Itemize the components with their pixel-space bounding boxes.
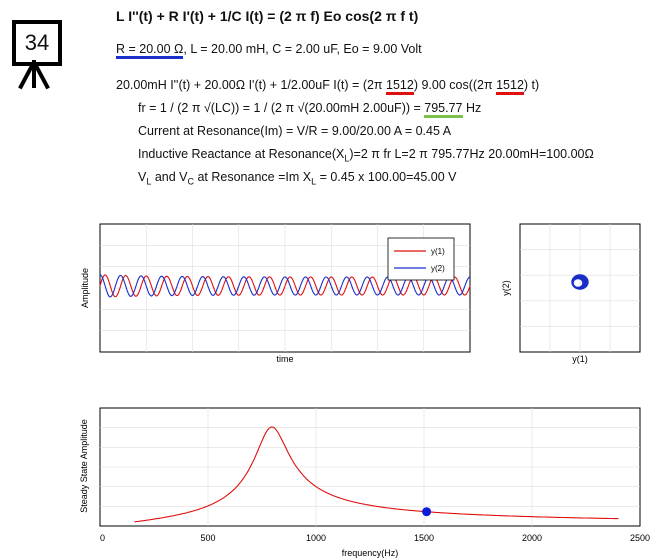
freq-response-curve — [134, 426, 619, 523]
v-text-a: V — [138, 170, 147, 184]
legend-label-y2: y(2) — [431, 264, 445, 273]
v-text-d: = 0.45 x 100.00=45.00 V — [316, 170, 457, 184]
drive-frequency-marker — [422, 507, 432, 517]
parameters-line: R = 20.00 Ω, L = 20.00 mH, C = 2.00 uF, … — [116, 42, 422, 59]
v-text-c: at Resonance =Im X — [194, 170, 312, 184]
board-frame — [12, 20, 62, 66]
ode-part3: ) t) — [523, 78, 540, 92]
freq-tick-label: 1500 — [414, 533, 434, 543]
freq-tick-label: 2500 — [630, 533, 650, 543]
v-sub-l: L — [146, 176, 152, 187]
reactance-text-b: )=2 π fr L=2 π 795.77Hz 20.00mH=100.00Ω — [349, 147, 594, 161]
reactance-sub: L — [344, 153, 350, 164]
freq-ylabel: Steady State Amplitude — [79, 419, 89, 513]
legend-label-y1: y(1) — [431, 247, 445, 256]
parameters-rest: , L = 20.00 mH, C = 2.00 uF, Eo = 9.00 V… — [183, 42, 422, 56]
freq-tick-label: 2000 — [522, 533, 542, 543]
phase-xlabel: y(1) — [572, 354, 588, 364]
v-text-b: and V — [151, 170, 188, 184]
freq-tick-labels: 0 500 1000 1500 2000 2500 — [100, 533, 650, 543]
time-plot-legend — [387, 237, 455, 281]
resonance-frequency-line: fr = 1 / (2 π √(LC)) = 1 / (2 π √(20.00m… — [138, 101, 482, 118]
board-leg-right — [34, 64, 50, 90]
frequency-response-chart: 0 500 1000 1500 2000 2500 frequency(Hz) Stead… — [79, 407, 650, 558]
freq-tick-label: 1000 — [306, 533, 326, 543]
fr-value: 795.77 — [424, 101, 463, 118]
time-xlabel: time — [276, 354, 293, 364]
fr-prefix: fr = 1 / (2 π √(LC)) = 1 / (2 π √(20.00m… — [138, 101, 425, 115]
ode-part1: 20.00mH I''(t) + 20.00Ω I'(t) + 1/2.00uF… — [116, 78, 387, 92]
freq-tick-label: 0 — [100, 533, 105, 543]
series-line-1 — [99, 274, 471, 298]
equation-title: L I''(t) + R I'(t) + 1/C I(t) = (2 π f) … — [116, 8, 419, 24]
time-series-chart: y(1) y(2) time Amplitude y(1) y(2) — [80, 223, 641, 364]
voltage-line: VL and VC at Resonance =Im XL = 0.45 x 1… — [138, 170, 457, 187]
resonance-current-line: Current at Resonance(Im) = V/R = 9.00/20… — [138, 124, 452, 138]
freq-tick-label: 500 — [200, 533, 215, 543]
v-sub-c: C — [187, 176, 195, 187]
phase-loop — [572, 277, 584, 289]
v-sub-xl: L — [311, 176, 317, 187]
reactance-text-a: Inductive Reactance at Resonance(X — [138, 147, 345, 161]
freq-xlabel: frequency(Hz) — [342, 548, 399, 558]
fr-unit: Hz — [462, 101, 482, 115]
time-ylabel: Amplitude — [80, 268, 90, 308]
drive-frequency-2: 1512 — [496, 78, 524, 95]
problem-number: 34 — [24, 30, 50, 55]
board-leg-center — [32, 60, 36, 88]
drive-frequency-1: 1512 — [386, 78, 414, 95]
resistance-value: R = 20.00 Ω — [116, 42, 184, 59]
ode-line: 20.00mH I''(t) + 20.00Ω I'(t) + 1/2.00uF… — [116, 78, 540, 95]
phase-plot-loop — [571, 274, 589, 290]
phase-ylabel: y(2) — [501, 280, 511, 296]
problem-board-icon: 34 — [6, 20, 66, 95]
inductive-reactance-line: Inductive Reactance at Resonance(XL)=2 π… — [138, 147, 594, 164]
freq-plot-grid — [100, 408, 640, 526]
ode-part2: ) 9.00 cos((2π — [413, 78, 497, 92]
